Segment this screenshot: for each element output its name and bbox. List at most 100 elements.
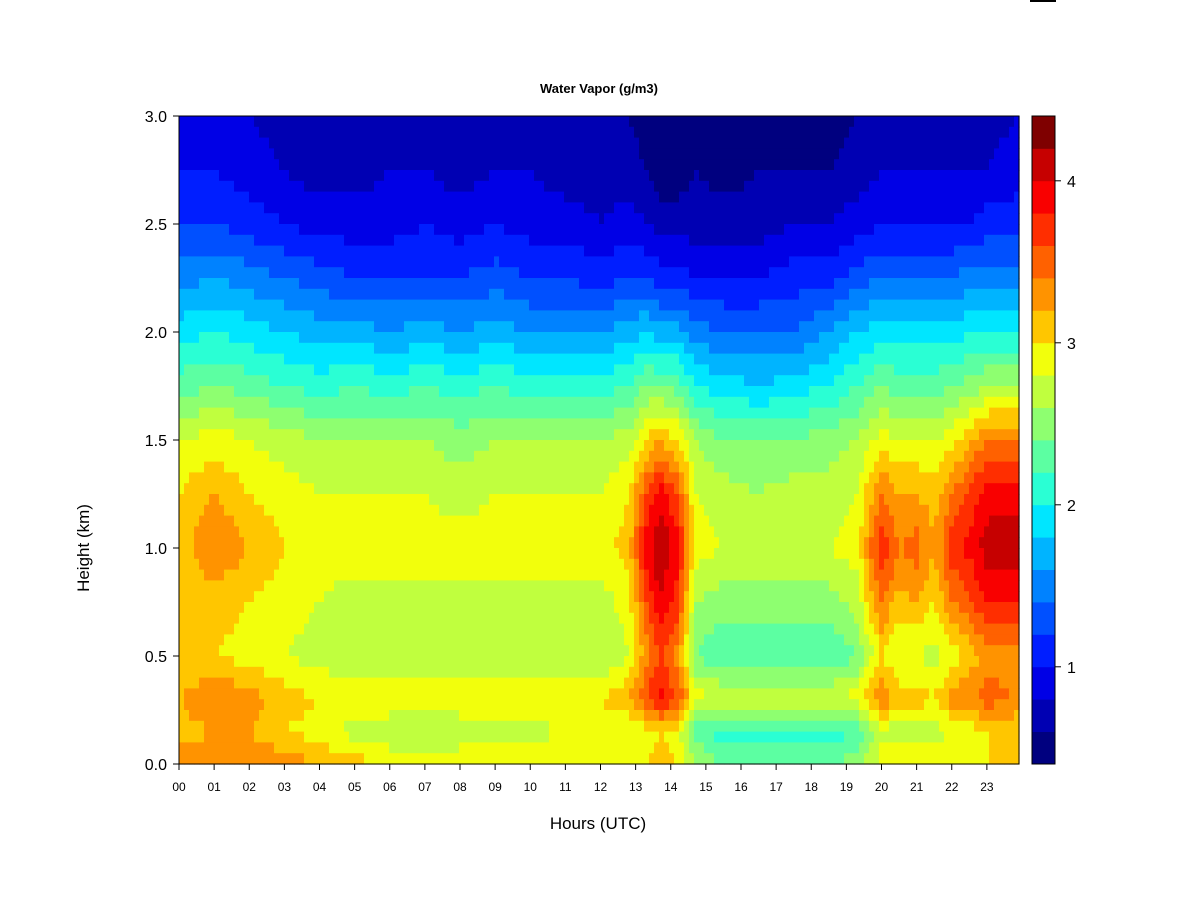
heatmap-cell [359,720,365,733]
heatmap-cell [239,310,245,322]
heatmap-cell [244,602,250,614]
heatmap-cell [499,321,505,333]
heatmap-cell [344,137,350,149]
heatmap-cell [589,332,595,344]
heatmap-cell [264,418,270,430]
heatmap-cell [479,332,485,344]
heatmap-cell [514,688,520,700]
heatmap-cell [464,753,470,765]
heatmap-cell [254,224,260,236]
heatmap-cell [319,515,325,527]
heatmap-cell [299,202,305,214]
heatmap-cell [199,558,205,571]
heatmap-cell [359,656,365,668]
heatmap-cell [334,180,340,193]
heatmap-cell [284,440,290,452]
heatmap-cell [234,677,240,689]
heatmap-cell [384,396,390,409]
heatmap-cell [484,645,490,657]
heatmap-cell [329,677,335,689]
heatmap-cell [384,137,390,149]
heatmap-cell [544,720,550,733]
heatmap-cell [204,245,210,257]
heatmap-cell [464,386,470,398]
heatmap-cell [349,137,355,149]
heatmap-cell [499,634,505,646]
heatmap-cell [459,720,465,733]
heatmap-cell [374,299,380,311]
heatmap-cell [474,245,480,257]
heatmap-cell [439,278,445,290]
heatmap-cell [249,526,255,538]
heatmap-cell [549,321,555,333]
heatmap-cell [564,321,570,333]
heatmap-cell [369,278,375,290]
heatmap-cell [524,526,530,538]
heatmap-cell [499,245,505,257]
heatmap-cell [489,321,495,333]
heatmap-cell [379,494,385,506]
heatmap-cell [534,245,540,257]
heatmap-cell [259,245,265,257]
heatmap-cell [514,364,520,376]
heatmap-cell [469,666,475,679]
heatmap-cell [399,558,405,571]
heatmap-cell [299,656,305,668]
heatmap-cell [344,224,350,236]
heatmap-cell [374,213,380,225]
heatmap-cell [354,234,360,247]
heatmap-cell [474,634,480,646]
heatmap-cell [179,440,185,452]
heatmap-cell [254,234,260,247]
heatmap-cell [514,180,520,193]
heatmap-cell [194,159,200,171]
heatmap-cell [574,407,580,419]
heatmap-cell [299,548,305,560]
heatmap-cell [369,472,375,484]
heatmap-cell [214,191,220,203]
heatmap-cell [529,677,535,689]
heatmap-cell [494,364,500,376]
heatmap-cell [424,159,430,171]
heatmap-cell [454,548,460,560]
heatmap-cell [464,688,470,700]
heatmap-cell [529,666,535,679]
heatmap-cell [344,720,350,733]
heatmap-cell [419,656,425,668]
heatmap-cell [424,623,430,635]
heatmap-cell [469,429,475,441]
heatmap-cell [369,526,375,538]
heatmap-cell [299,126,305,139]
heatmap-cell [494,515,500,527]
heatmap-cell [204,180,210,193]
heatmap-cell [314,159,320,171]
heatmap-cell [239,267,245,279]
heatmap-cell [344,688,350,700]
heatmap-cell [344,731,350,743]
heatmap-cell [584,537,590,549]
heatmap-cell [319,461,325,473]
heatmap-cell [554,256,560,268]
heatmap-cell [444,569,450,581]
heatmap-cell [424,569,430,581]
heatmap-cell [299,267,305,279]
heatmap-cell [584,580,590,592]
heatmap-cell [344,569,350,581]
heatmap-cell [354,461,360,473]
heatmap-cell [244,375,250,387]
heatmap-cell [374,483,380,495]
heatmap-cell [264,753,270,765]
heatmap-cell [314,720,320,733]
heatmap-cell [569,720,575,733]
heatmap-cell [344,170,350,182]
heatmap-cell [529,580,535,592]
heatmap-cell [304,483,310,495]
heatmap-cell [294,418,300,430]
heatmap-cell [369,742,375,754]
heatmap-cell [244,418,250,430]
heatmap-cell [209,224,215,236]
heatmap-cell [209,353,215,365]
heatmap-cell [294,440,300,452]
heatmap-cell [464,213,470,225]
heatmap-cell [504,364,510,376]
